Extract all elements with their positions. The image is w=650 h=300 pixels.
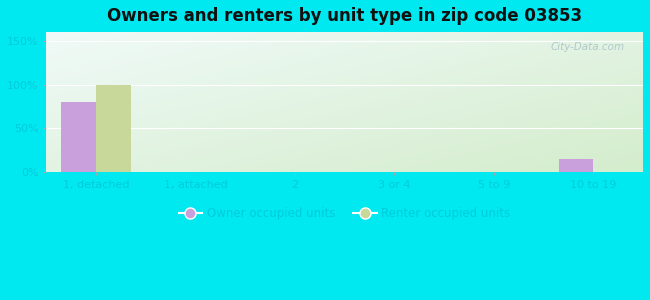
Text: City-Data.com: City-Data.com <box>551 42 625 52</box>
Bar <box>558 159 593 172</box>
Bar <box>61 102 96 172</box>
Bar <box>96 85 131 172</box>
Legend: Owner occupied units, Renter occupied units: Owner occupied units, Renter occupied un… <box>174 202 515 225</box>
Title: Owners and renters by unit type in zip code 03853: Owners and renters by unit type in zip c… <box>107 7 582 25</box>
